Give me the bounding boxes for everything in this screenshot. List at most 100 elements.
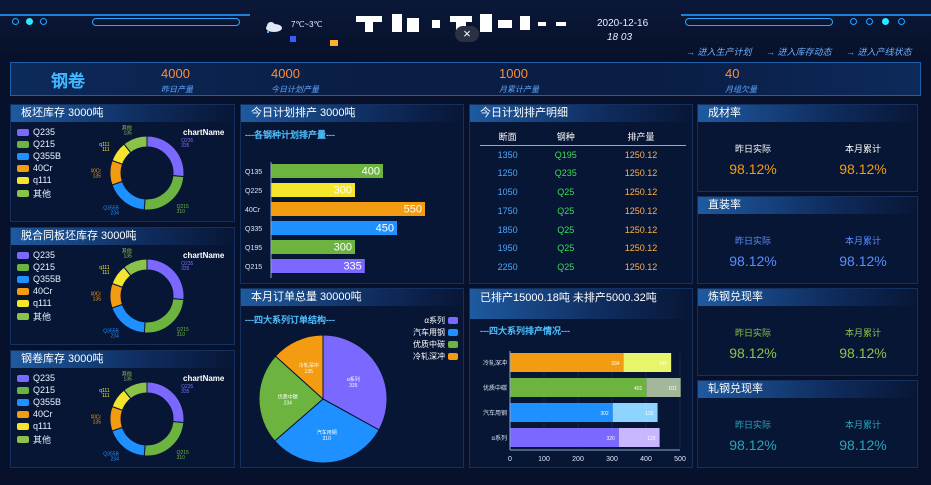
panel-title: 炼钢兑现率 xyxy=(698,289,919,306)
legend-swatch xyxy=(17,152,29,160)
legend-item[interactable]: q111 xyxy=(17,421,52,431)
nav-link-inventory[interactable]: → 进入库存动态 xyxy=(766,47,832,57)
panel-title: 今日计划排产 3000吨 xyxy=(241,105,465,122)
table-cell: Q25 xyxy=(557,205,575,216)
bar-value-label: 132 xyxy=(645,411,654,417)
legend-item[interactable]: Q235 xyxy=(17,127,55,137)
scheduled-bar-chart: 0 100 200 300 400 500 冷轧深冲 334 140 优质中碳 401 101 汽车用钢… xyxy=(483,351,686,463)
date-text: 2020-12-16 xyxy=(597,18,649,29)
table-row[interactable]: 1850 Q25 1250.12 xyxy=(480,220,686,239)
legend-swatch xyxy=(17,313,29,320)
x-tick-label: 400 xyxy=(640,456,652,463)
table-row[interactable]: 1050 Q25 1250.12 xyxy=(480,183,686,202)
legend-item[interactable]: 40Cr xyxy=(17,409,53,419)
bar-category-label: Q195 xyxy=(245,245,262,252)
nav-link-line-status[interactable]: → 进入产线状态 xyxy=(846,47,912,57)
legend-item[interactable]: 其他 xyxy=(17,310,51,323)
legend-item[interactable]: Q235 xyxy=(17,250,55,260)
legend-item[interactable]: q111 xyxy=(17,298,52,308)
slice-value: 111 xyxy=(102,393,110,399)
legend-swatch xyxy=(17,164,29,172)
slice-label: 40Cr xyxy=(91,292,101,298)
slice-label: Q355B xyxy=(103,451,119,457)
slice-label: 冷轧深冲 xyxy=(299,362,319,369)
table-row[interactable]: 2250 Q25 1250.12 xyxy=(480,258,686,277)
panel-title: 直装率 xyxy=(698,197,919,214)
donut-chart: Q235335Q215310Q355B23440Cr135q111111其他13… xyxy=(91,371,194,462)
header-dot xyxy=(866,18,873,25)
bar-value-label: 450 xyxy=(376,223,394,235)
slice-value: 335 xyxy=(181,389,190,395)
legend-label: q111 xyxy=(33,175,52,185)
panel-title: 本月订单总量 30000吨 xyxy=(241,289,465,306)
kpi-value: 4000 xyxy=(161,66,190,81)
bar-category-label: Q225 xyxy=(245,188,262,195)
legend-swatch xyxy=(17,275,29,283)
stat-panel: 成材率 昨日实际 98.12% 本月累计 98.12% xyxy=(697,104,919,192)
legend-item[interactable]: Q235 xyxy=(17,373,55,383)
stat-label: 本月累计 xyxy=(844,328,881,338)
table-cell: 2250 xyxy=(497,262,518,273)
legend-item[interactable]: Q355B xyxy=(17,274,61,284)
orders-pie-chart: α系列335汽车用钢310优质中碳234冷轧深冲135α系列汽车用钢优质中碳冷轧… xyxy=(258,315,458,464)
table-row[interactable]: 1350 Q195 1250.12 xyxy=(480,145,686,164)
legend-item[interactable]: Q215 xyxy=(17,262,55,272)
slice-value: 234 xyxy=(111,456,120,462)
slice-label: 40Cr xyxy=(91,169,101,175)
table-row[interactable]: 1750 Q25 1250.12 xyxy=(480,201,686,220)
legend-label: 优质中碳 xyxy=(413,339,445,349)
panel-subtitle: ---四大系列排产情况--- xyxy=(480,326,570,336)
bar-value-label: 335 xyxy=(343,261,361,273)
kpi-label: 月组欠量 xyxy=(725,85,757,94)
weather-text: 7℃~3℃ xyxy=(291,20,323,29)
header-dot xyxy=(850,18,857,25)
table-cell: 1250.12 xyxy=(624,186,658,197)
table-row[interactable]: 1950 Q25 1250.12 xyxy=(480,239,686,258)
x-tick-label: 100 xyxy=(538,456,550,463)
donut-slice xyxy=(109,159,124,186)
legend-label: 其他 xyxy=(33,435,52,445)
table-cell: 1250.12 xyxy=(624,149,658,160)
slice-label: Q235 xyxy=(181,261,193,267)
slice-label: Q235 xyxy=(181,384,193,390)
kpi-label: 月累计产量 xyxy=(499,85,539,94)
plan-detail-table: 断面 钢种 排产量 1350 Q195 1250.12 1250 Q235 1250.12… xyxy=(480,129,686,277)
weather-swatch xyxy=(290,36,296,42)
legend-swatch xyxy=(17,190,29,197)
legend-item[interactable]: 40Cr xyxy=(17,163,53,173)
slice-value: 310 xyxy=(177,332,186,338)
legend-item[interactable]: Q215 xyxy=(17,139,55,149)
donut-slice xyxy=(109,405,124,432)
plan-detail-panel: 今日计划排产明细 断面 钢种 排产量 1350 Q195 1250.12 1250 Q2… xyxy=(469,104,694,284)
header-line-right xyxy=(681,14,931,16)
legend-swatch xyxy=(17,398,29,406)
legend-swatch xyxy=(448,329,458,336)
legend-item[interactable]: 其他 xyxy=(17,433,51,446)
legend-label: Q215 xyxy=(33,385,56,395)
monthly-orders-panel: 本月订单总量 30000吨 ---四大系列订单结构--- α系列 335 汽车用钢 3… xyxy=(240,288,465,468)
bar xyxy=(271,221,397,235)
bar-segment xyxy=(618,428,660,447)
legend-item[interactable]: 其他 xyxy=(17,187,51,200)
legend-item[interactable]: Q355B xyxy=(17,397,61,407)
kpi-label: 今日计划产量 xyxy=(271,85,319,94)
slice-label: Q355B xyxy=(103,205,119,211)
plan-bar-chart: Q135 400 Q225 300 40Cr 550 Q335 450 Q195 300 Q215 3… xyxy=(245,162,425,278)
nav-link-production-plan[interactable]: → 进入生产计划 xyxy=(686,47,752,57)
stat-label: 本月累计 xyxy=(844,420,881,430)
legend-item[interactable]: q111 xyxy=(17,175,52,185)
legend-item[interactable]: Q215 xyxy=(17,385,55,395)
legend-label: 汽车用钢 xyxy=(413,327,445,337)
slice-label: Q355B xyxy=(103,328,119,334)
kpi-value: 1000 xyxy=(499,66,528,81)
close-button[interactable]: × xyxy=(455,26,479,42)
legend-label: Q235 xyxy=(33,127,56,137)
table-row[interactable]: 1250 Q235 1250.12 xyxy=(480,164,686,183)
legend-item[interactable]: Q355B xyxy=(17,151,61,161)
bar-value-label: 334 xyxy=(611,361,620,367)
bar-segment xyxy=(510,428,619,447)
slice-label: q111 xyxy=(99,265,110,271)
panel-title: 今日计划排产明细 xyxy=(470,105,694,122)
legend-item[interactable]: 40Cr xyxy=(17,286,53,296)
stat-label: 昨日实际 xyxy=(734,420,771,430)
